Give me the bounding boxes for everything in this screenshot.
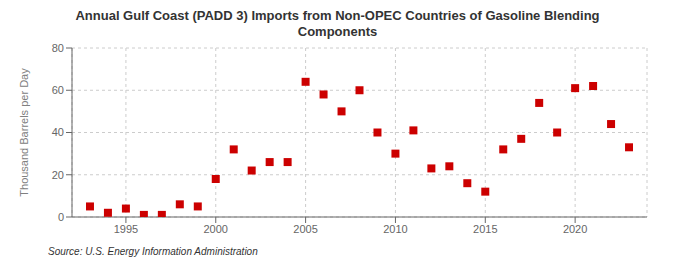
svg-text:20: 20 bbox=[52, 169, 64, 181]
html-text:Annual Gulf Coast (PADD 3) Imp: Annual Gulf Coast (PADD 3) Imports from … bbox=[75, 8, 600, 23]
svg-text:2005: 2005 bbox=[293, 223, 317, 235]
svg-text:2020: 2020 bbox=[563, 223, 587, 235]
svg-text:2000: 2000 bbox=[204, 223, 228, 235]
svg-text:40: 40 bbox=[52, 126, 64, 138]
html-text:Components: Components bbox=[297, 24, 378, 39]
svg-text:2010: 2010 bbox=[383, 223, 407, 235]
svg-text:1995: 1995 bbox=[114, 223, 138, 235]
svg-text:80: 80 bbox=[52, 42, 64, 54]
html-text:Source: U.S. Energy Informatio: Source: U.S. Energy Information Administ… bbox=[48, 246, 258, 257]
svg-text:0: 0 bbox=[58, 211, 64, 223]
svg-text:Thousand Barrels per Day: Thousand Barrels per Day bbox=[18, 68, 30, 197]
svg-text:2015: 2015 bbox=[473, 223, 497, 235]
svg-text:60: 60 bbox=[52, 84, 64, 96]
